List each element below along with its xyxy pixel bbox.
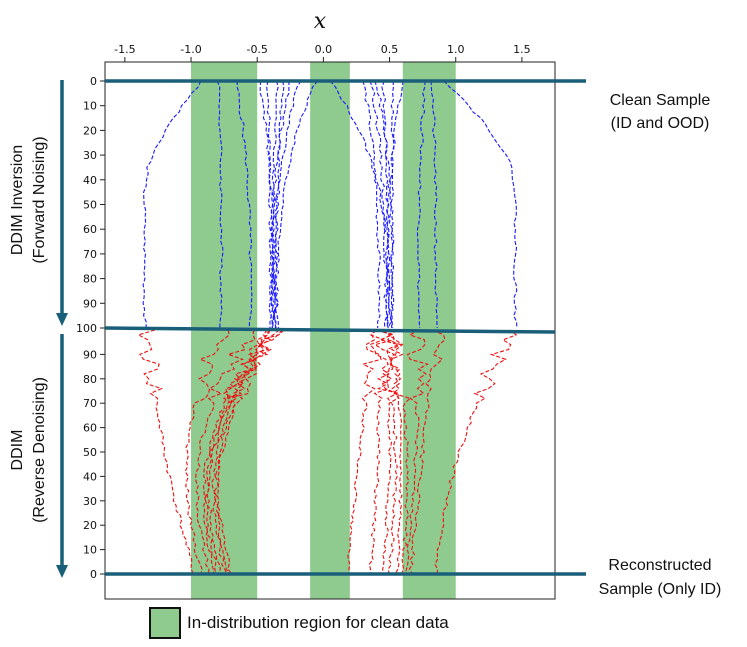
denoise-trajectory xyxy=(376,329,401,575)
x-tick-label: 1.0 xyxy=(447,43,465,56)
upper-y-tick-label: 80 xyxy=(83,273,97,286)
x-tick-label: 1.5 xyxy=(513,43,531,56)
x-axis-title: x xyxy=(314,9,327,34)
forward-arrow-head-icon xyxy=(56,313,68,326)
lower-y-tick-label: 20 xyxy=(83,519,97,532)
upper-y-tick-label: 100 xyxy=(76,322,97,335)
x-tick-label: -1.5 xyxy=(114,43,135,56)
upper-y-tick-label: 90 xyxy=(83,297,97,310)
lower-y-tick-label: 80 xyxy=(83,373,97,386)
denoise-sublabel: (Reverse Denoising) xyxy=(31,377,48,523)
lower-y-tick-label: 30 xyxy=(83,495,97,508)
reverse-arrow-head-icon xyxy=(56,565,68,578)
denoise-trajectory xyxy=(387,329,404,575)
upper-y-tick-label: 20 xyxy=(83,124,97,137)
denoise-trajectory xyxy=(184,329,230,575)
noise-boundary-line xyxy=(104,326,556,334)
upper-y-tick-label: 40 xyxy=(83,174,97,187)
inversion-trajectory xyxy=(271,80,279,329)
inversion-trajectory xyxy=(385,80,404,329)
legend-label: In-distribution region for clean data xyxy=(187,613,449,632)
upper-y-tick-label: 10 xyxy=(83,100,97,113)
denoise-trajectory xyxy=(347,329,382,575)
inversion-trajectory xyxy=(236,80,253,328)
denoise-trajectory xyxy=(216,329,280,575)
inversion-trajectory xyxy=(270,81,290,329)
inversion-trajectory xyxy=(416,80,426,329)
inversion-sublabel: (Forward Noising) xyxy=(31,136,48,263)
x-tick-label: -0.5 xyxy=(246,43,267,56)
lower-y-tick-label: 70 xyxy=(83,397,97,410)
inversion-trajectory xyxy=(443,80,518,329)
inversion-trajectory xyxy=(142,80,202,329)
inversion-trajectory xyxy=(369,80,388,329)
denoise-trajectories xyxy=(137,329,518,575)
lower-y-tick-label: 50 xyxy=(83,446,97,459)
upper-y-tick-label: 30 xyxy=(83,149,97,162)
inversion-trajectory xyxy=(390,80,395,329)
denoise-label: DDIM xyxy=(9,430,26,471)
legend-swatch xyxy=(149,607,181,639)
denoise-trajectory xyxy=(206,329,272,575)
lower-y-tick-label: 90 xyxy=(83,348,97,361)
denoise-trajectory xyxy=(434,329,518,575)
upper-y-tick-label: 50 xyxy=(83,199,97,212)
inversion-trajectories xyxy=(142,80,518,329)
inversion-trajectory xyxy=(362,80,381,329)
upper-y-tick-label: 70 xyxy=(83,248,97,261)
denoise-trajectory xyxy=(195,329,256,575)
denoise-trajectory xyxy=(368,329,391,575)
denoise-trajectory xyxy=(404,329,429,575)
reconstructed-sample-sublabel: Sample (Only ID) xyxy=(599,581,722,598)
lower-y-tick-label: 10 xyxy=(83,544,97,557)
inversion-trajectory xyxy=(272,80,302,329)
lower-y-tick-label: 60 xyxy=(83,422,97,435)
inversion-trajectory xyxy=(274,80,319,329)
inversion-trajectory xyxy=(266,80,273,329)
x-axis-ticks: -1.5 -1.0 -0.5 0.0 0.5 1.0 1.5 xyxy=(114,43,531,62)
denoise-trajectory xyxy=(408,329,446,575)
reconstructed-sample-label: Reconstructed xyxy=(608,557,711,574)
lower-y-tick-label: 40 xyxy=(83,470,97,483)
x-tick-label: -1.0 xyxy=(180,43,201,56)
upper-y-tick-label: 0 xyxy=(90,75,97,88)
denoise-trajectory xyxy=(202,329,271,575)
clean-sample-label: Clean Sample xyxy=(610,92,711,109)
y-axis-ticks: 0102030405060708090100908070605040302010… xyxy=(76,75,105,581)
denoise-trajectory xyxy=(213,329,285,575)
inversion-trajectory xyxy=(381,80,391,329)
clean-sample-sublabel: (ID and OOD) xyxy=(611,115,710,132)
denoise-trajectory xyxy=(387,329,412,575)
inversion-trajectory xyxy=(430,80,438,329)
x-tick-label: 0.5 xyxy=(381,43,399,56)
lower-y-tick-label: 0 xyxy=(90,568,97,581)
denoise-trajectory xyxy=(137,329,195,575)
x-tick-label: 0.0 xyxy=(315,43,333,56)
upper-y-tick-label: 60 xyxy=(83,223,97,236)
inversion-label: DDIM Inversion xyxy=(9,145,26,255)
